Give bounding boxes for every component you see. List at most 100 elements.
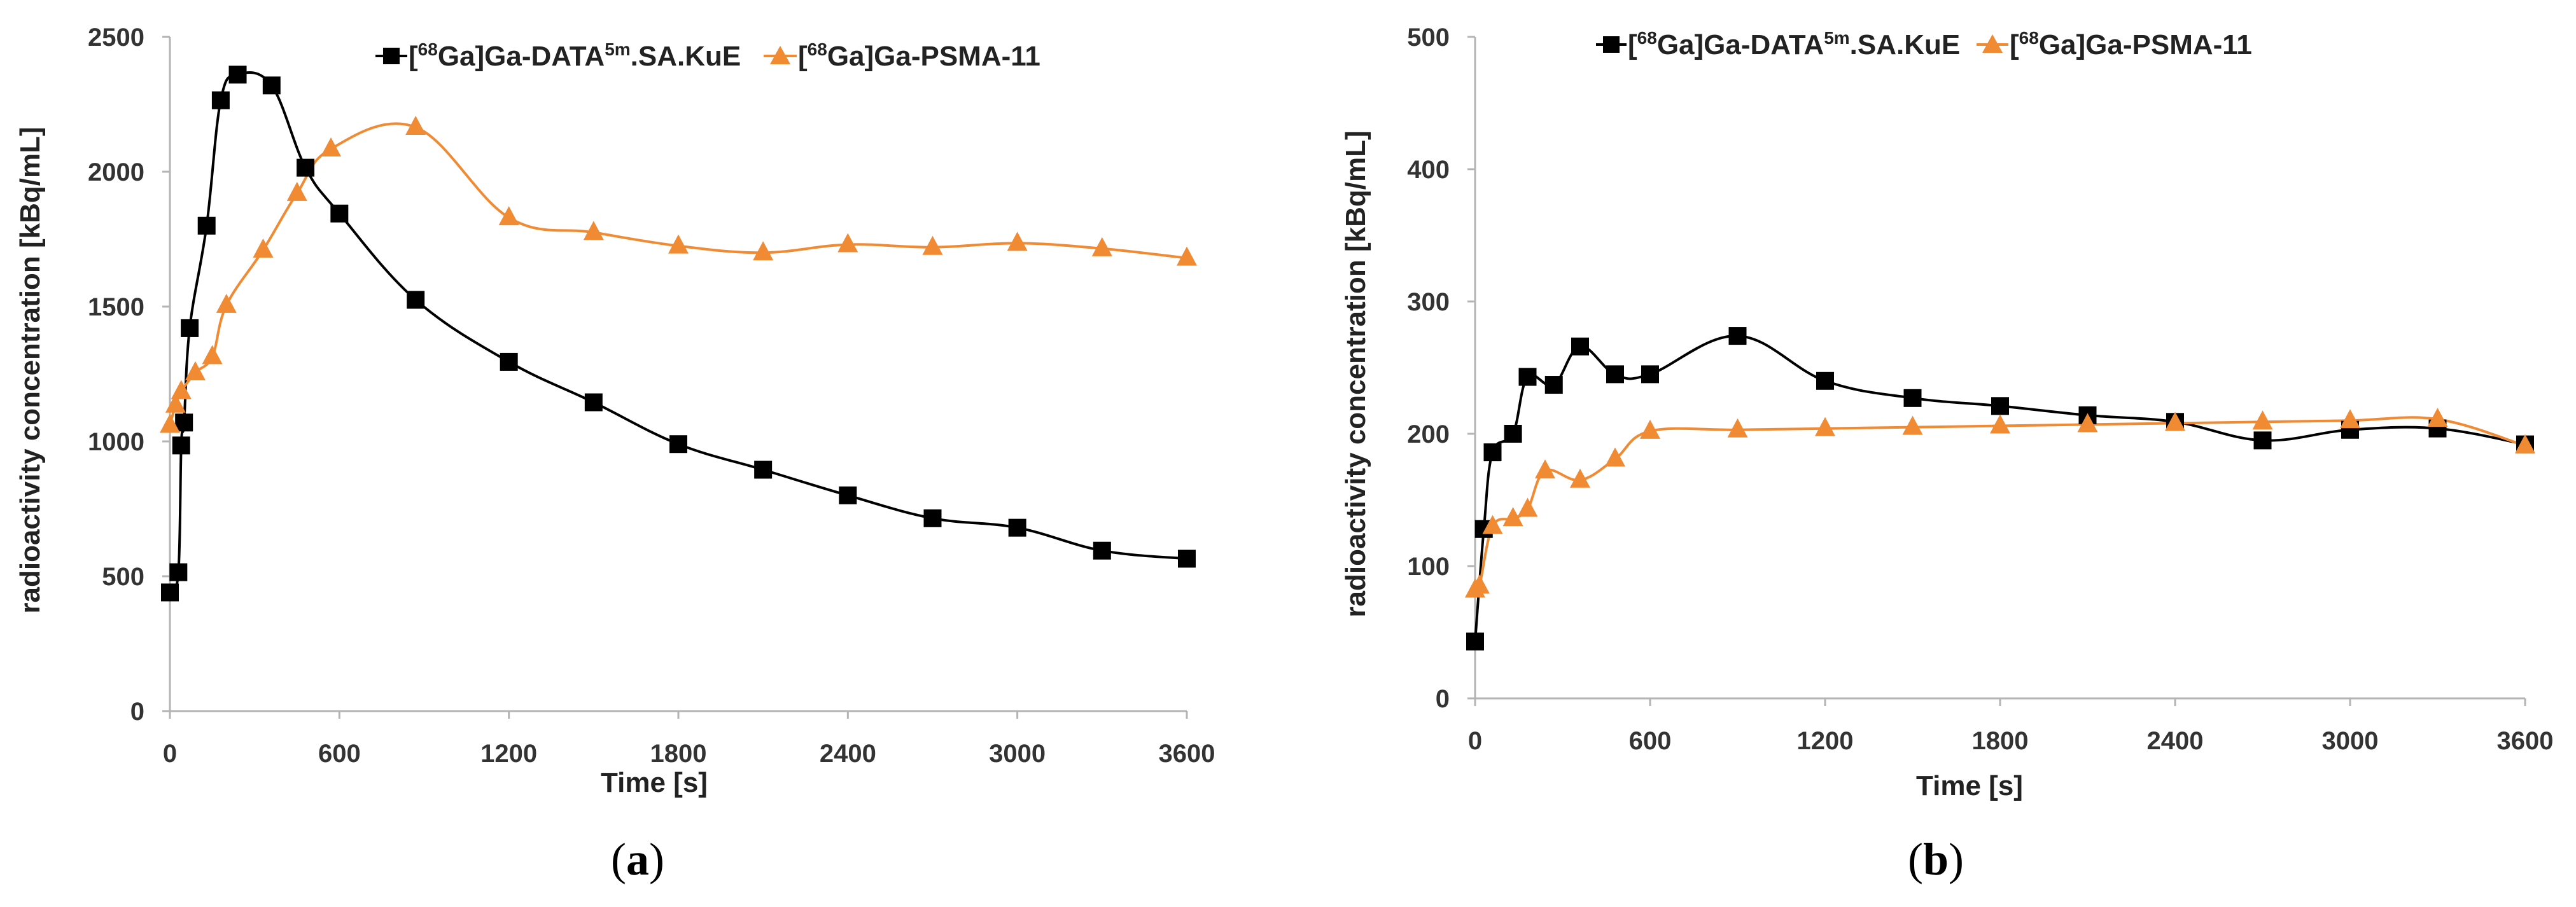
data-point-square (1991, 397, 2009, 415)
y-tick-label: 2000 (88, 158, 144, 186)
legend-label-series1-b: [68Ga]Ga-DATA5m.SA.KuE (1628, 28, 1960, 60)
data-point-triangle (2165, 412, 2185, 431)
data-point-triangle (1177, 246, 1197, 266)
chart-panel-a: 0 500 1000 1500 2000 2500 0 600 1200 1800 2400 3000… (15, 24, 1215, 885)
data-point-square (1816, 371, 1834, 390)
data-point-square (169, 563, 188, 581)
axes-a: 0 500 1000 1500 2000 2500 0 600 1200 1800 2400 3000… (88, 24, 1215, 768)
x-tick-label: 1200 (480, 740, 537, 768)
data-point-triangle (1517, 497, 1538, 517)
data-point-square (1008, 518, 1026, 537)
data-point-square (584, 393, 603, 412)
data-point-triangle (2252, 410, 2273, 430)
x-tick-label: 3000 (2322, 727, 2379, 755)
data-point-triangle (2427, 408, 2448, 427)
data-point-triangle (1469, 574, 1490, 594)
legend-marker-square-a (383, 48, 400, 64)
data-point-triangle (837, 233, 858, 253)
data-point-triangle (1570, 468, 1590, 488)
x-tick-label: 600 (318, 740, 361, 768)
y-tick-label: 500 (1407, 24, 1450, 52)
data-point-square (197, 216, 216, 235)
x-tick-label: 3600 (2497, 727, 2554, 755)
data-point-square (1641, 365, 1659, 384)
data-point-square (1728, 327, 1747, 345)
data-point-square (1903, 389, 1922, 407)
panel-caption-b: (b) (1908, 834, 1964, 885)
data-point-square (1504, 425, 1522, 443)
legend-marker-square-b (1603, 36, 1620, 53)
data-point-square (228, 66, 247, 84)
data-point-square (1518, 368, 1537, 386)
data-point-square (1093, 541, 1111, 560)
data-point-triangle (165, 393, 186, 413)
data-point-square (923, 509, 942, 527)
series-line-2-a (169, 122, 1187, 426)
panel-caption-a: (a) (611, 834, 664, 885)
y-tick-label: 1500 (88, 293, 144, 321)
data-point-square (2253, 431, 2272, 450)
x-tick-label: 1800 (650, 740, 707, 768)
series-markers-b (1465, 327, 2535, 651)
data-point-triangle (286, 181, 307, 201)
data-point-square (1571, 337, 1589, 356)
data-point-square (330, 204, 349, 223)
data-point-triangle (1902, 415, 1923, 435)
legend-marker-triangle-b (1982, 34, 2003, 53)
data-point-triangle (1605, 447, 1625, 467)
data-point-triangle (1727, 418, 1748, 438)
data-point-square (500, 352, 518, 371)
data-point-triangle (2515, 434, 2535, 454)
data-point-square (181, 319, 199, 337)
x-axis-title-a: Time [s] (601, 767, 708, 798)
chart-panel-b: 0 100 200 300 400 500 0 600 1200 1800 2400 3000 3600… (1340, 24, 2553, 885)
data-point-triangle (2077, 413, 2098, 433)
data-point-square (1544, 376, 1563, 394)
data-point-triangle (253, 238, 274, 258)
data-point-triangle (583, 221, 604, 240)
data-point-triangle (753, 241, 774, 261)
x-tick-label: 2400 (2147, 727, 2204, 755)
x-tick-label: 3600 (1159, 740, 1215, 768)
data-point-triangle (185, 361, 206, 380)
data-point-square (1178, 550, 1196, 568)
data-point-triangle (171, 380, 192, 399)
data-point-square (839, 486, 857, 504)
y-tick-label: 100 (1407, 553, 1450, 581)
legend-label-series2-a: [68Ga]Ga-PSMA-11 (798, 39, 1040, 72)
x-tick-label: 3000 (989, 740, 1046, 768)
y-axis-title-a: radioactivity concentration [kBq/mL] (15, 127, 46, 613)
y-tick-label: 0 (130, 698, 144, 726)
data-point-square (1606, 365, 1624, 384)
legend-label-series2-b: [68Ga]Ga-PSMA-11 (2010, 28, 2252, 60)
data-point-square (669, 435, 687, 454)
data-point-square (172, 436, 190, 455)
data-point-square (754, 460, 773, 479)
data-point-triangle (922, 235, 943, 255)
data-point-triangle (202, 345, 223, 364)
x-tick-label: 1800 (1972, 727, 2029, 755)
y-tick-label: 0 (1436, 685, 1450, 713)
data-point-triangle (1007, 232, 1028, 251)
data-point-triangle (1535, 459, 1555, 479)
data-point-square (407, 291, 425, 309)
series-lines-a (169, 71, 1187, 593)
legend-b: [68Ga]Ga-DATA5m.SA.KuE [68Ga]Ga-PSMA-11 (1596, 28, 2252, 60)
x-tick-label: 0 (163, 740, 177, 768)
data-point-square (1466, 632, 1484, 651)
data-point-square (1483, 443, 1502, 462)
y-tick-label: 300 (1407, 288, 1450, 316)
series-line-1-a (169, 71, 1187, 593)
data-point-square (211, 91, 230, 109)
data-point-triangle (2340, 409, 2360, 429)
data-point-square (175, 413, 193, 432)
data-point-triangle (1815, 417, 1835, 436)
series-line-1-b (1474, 335, 2526, 642)
data-point-triangle (498, 206, 519, 226)
y-axis-title-b: radioactivity concentration [kBq/mL] (1340, 130, 1371, 617)
data-point-triangle (1990, 414, 2010, 434)
y-tick-label: 200 (1407, 420, 1450, 448)
y-tick-label: 1000 (88, 428, 144, 456)
y-tick-label: 400 (1407, 156, 1450, 184)
